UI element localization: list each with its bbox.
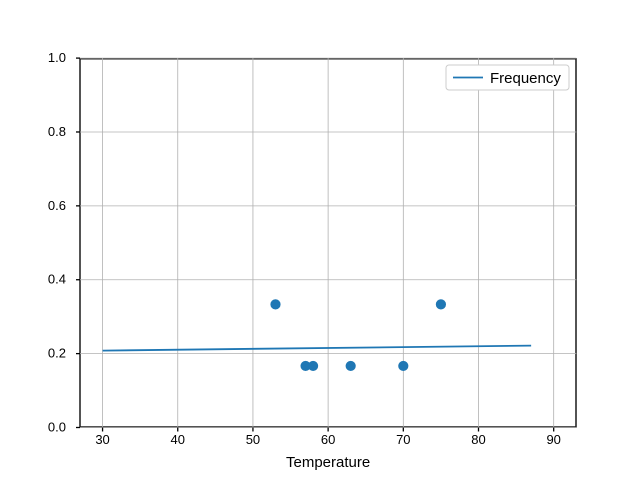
svg-text:0.4: 0.4 <box>48 272 66 287</box>
svg-text:90: 90 <box>546 432 560 447</box>
svg-text:70: 70 <box>396 432 410 447</box>
svg-text:0.6: 0.6 <box>48 198 66 213</box>
svg-text:0.8: 0.8 <box>48 124 66 139</box>
svg-text:1.0: 1.0 <box>48 50 66 65</box>
svg-text:50: 50 <box>246 432 260 447</box>
svg-text:60: 60 <box>321 432 335 447</box>
svg-text:30: 30 <box>95 432 109 447</box>
svg-text:80: 80 <box>471 432 485 447</box>
svg-text:Frequency: Frequency <box>490 70 561 87</box>
svg-text:Temperature: Temperature <box>286 454 370 471</box>
svg-text:0.2: 0.2 <box>48 346 66 361</box>
svg-text:0.0: 0.0 <box>48 420 66 435</box>
svg-text:40: 40 <box>171 432 185 447</box>
